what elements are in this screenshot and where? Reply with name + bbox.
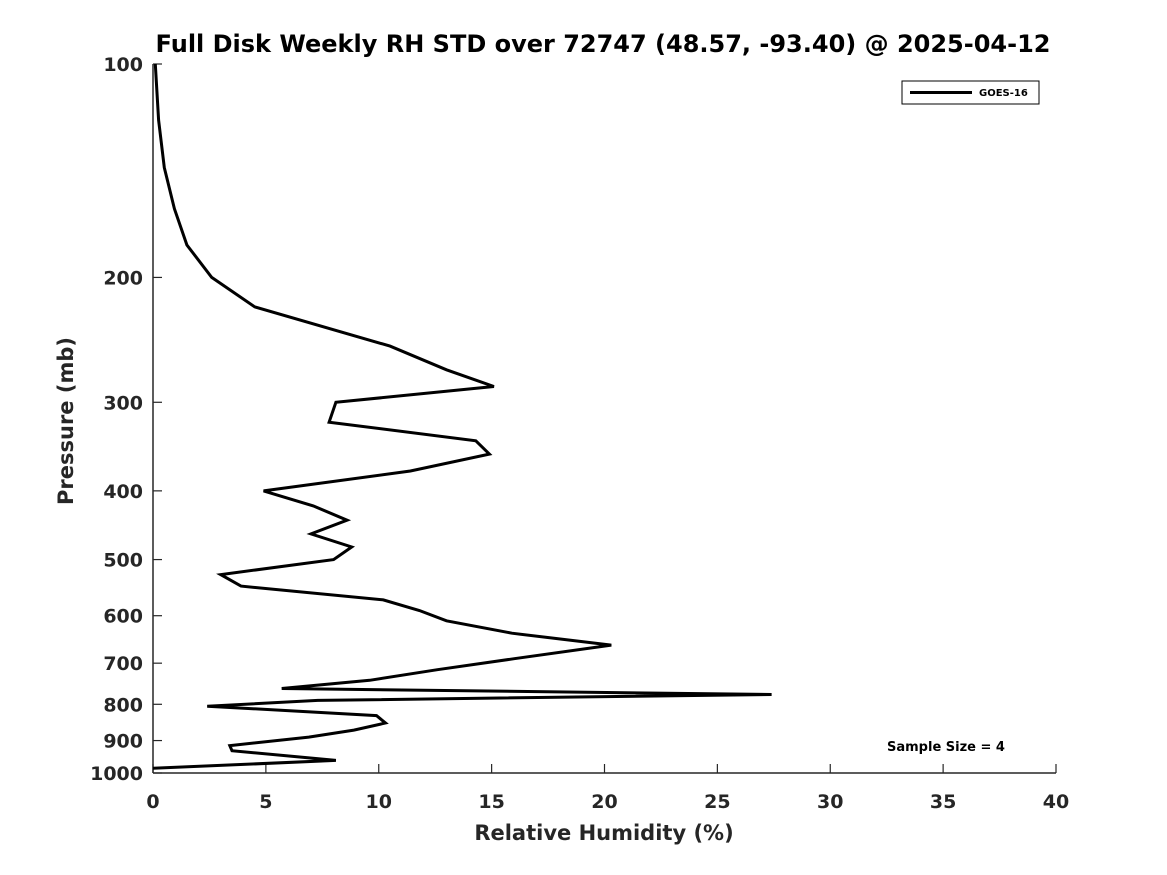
series-line-goes-16 xyxy=(152,63,772,770)
y-tick-label: 1000 xyxy=(90,763,143,785)
series-layer xyxy=(152,63,772,770)
y-tick-label: 900 xyxy=(103,731,143,753)
legend-label-goes-16: GOES-16 xyxy=(979,88,1028,99)
x-tick-label: 25 xyxy=(704,791,730,813)
y-tick-label: 100 xyxy=(103,54,143,76)
x-tick-label: 10 xyxy=(366,791,392,813)
x-tick-label: 35 xyxy=(930,791,956,813)
x-tick-label: 0 xyxy=(146,791,159,813)
chart-title: Full Disk Weekly RH STD over 72747 (48.5… xyxy=(156,30,1051,58)
y-tick-label: 200 xyxy=(103,267,143,289)
x-tick-label: 30 xyxy=(817,791,843,813)
y-tick-label: 400 xyxy=(103,481,143,503)
y-tick-label: 800 xyxy=(103,694,143,716)
y-axis-ticks: 100 200 300 400 500 600 700 800 900 1000 xyxy=(90,54,162,785)
x-tick-label: 40 xyxy=(1043,791,1069,813)
legend: GOES-16 xyxy=(901,80,1040,105)
x-axis-label: Relative Humidity (%) xyxy=(474,821,733,845)
y-tick-label: 700 xyxy=(103,653,143,675)
x-tick-label: 20 xyxy=(591,791,617,813)
y-axis-label: Pressure (mb) xyxy=(54,337,78,505)
x-axis-ticks: 0 5 10 15 20 25 30 35 40 xyxy=(146,764,1069,813)
y-tick-label: 500 xyxy=(103,550,143,572)
x-tick-label: 15 xyxy=(478,791,504,813)
y-tick-label: 600 xyxy=(103,606,143,628)
sample-size-annotation: Sample Size = 4 xyxy=(887,740,1005,755)
x-tick-label: 5 xyxy=(259,791,272,813)
y-tick-label: 300 xyxy=(103,392,143,414)
